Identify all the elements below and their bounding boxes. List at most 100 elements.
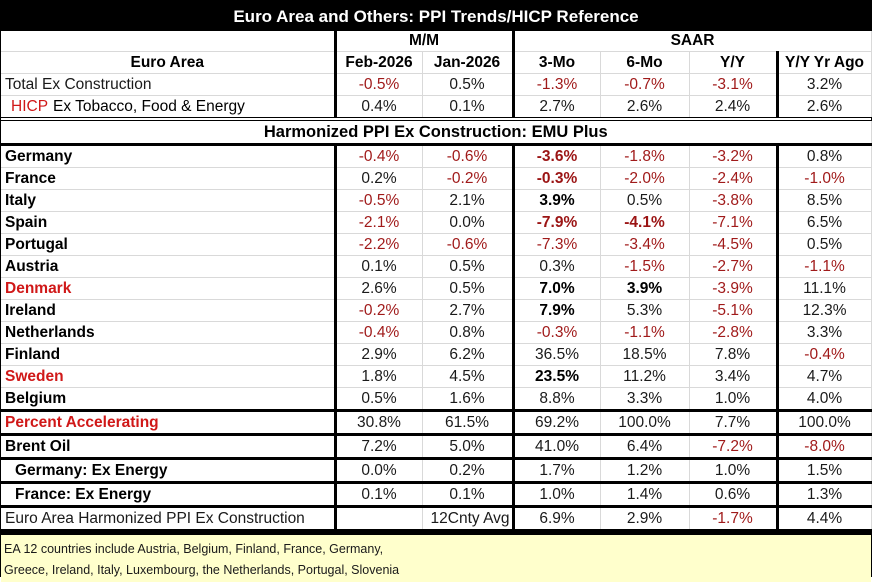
cell-3-mo: 8.8%: [513, 387, 601, 412]
cell-y-y-yr-ago: 4.0%: [777, 387, 872, 412]
cell-y-y-yr-ago: -0.4%: [777, 343, 872, 366]
row-label: Belgium: [1, 387, 337, 412]
cell-jan-2026: 2.7%: [422, 299, 515, 322]
cell-jan-2026: 1.6%: [422, 387, 515, 412]
cell-y-y: 0.6%: [689, 482, 779, 508]
column-header-jan-2026: Jan-2026: [422, 51, 515, 74]
cell-feb-2026: -0.2%: [335, 299, 423, 322]
cell-feb-2026: 0.0%: [335, 458, 423, 484]
cell-feb-2026: 0.4%: [335, 95, 423, 121]
row-label: France: [1, 167, 337, 190]
cell-feb-2026: -0.5%: [335, 73, 423, 96]
cell-y-y-yr-ago: 1.5%: [777, 458, 872, 484]
cell-y-y: -4.5%: [689, 233, 779, 256]
cell-y-y: -1.7%: [689, 506, 779, 532]
row-label: Euro Area Harmonized PPI Ex Construction: [1, 506, 337, 532]
cell-feb-2026: [335, 506, 423, 532]
cell-6-mo: 2.9%: [600, 506, 690, 532]
cell-feb-2026: 0.1%: [335, 255, 423, 278]
cell-y-y-yr-ago: 12.3%: [777, 299, 872, 322]
column-header-6-mo: 6-Mo: [600, 51, 690, 74]
cell-y-y: -2.7%: [689, 255, 779, 278]
cell-3-mo: 0.3%: [513, 255, 601, 278]
row-label-prefix: HICP: [11, 97, 49, 115]
cell-y-y: 7.7%: [689, 410, 779, 436]
table-row-spain: Spain -2.1% 0.0% -7.9% -4.1% -7.1% 6.5%: [1, 211, 872, 234]
table-row-netherlands: Netherlands -0.4% 0.8% -0.3% -1.1% -2.8% 3.3%: [1, 321, 872, 344]
cell-y-y-yr-ago: 0.5%: [777, 233, 872, 256]
column-header-yy: Y/Y: [689, 51, 779, 74]
table-row-belgium: Belgium 0.5% 1.6% 8.8% 3.3% 1.0% 4.0%: [1, 387, 872, 412]
cell-jan-2026: 5.0%: [422, 434, 515, 460]
cell-y-y-yr-ago: 6.5%: [777, 211, 872, 234]
cell-feb-2026: 30.8%: [335, 410, 423, 436]
cell-feb-2026: 2.6%: [335, 277, 423, 300]
footnote-line-2: Greece, Ireland, Italy, Luxembourg, the …: [4, 563, 400, 577]
table-row-portugal: Portugal -2.2% -0.6% -7.3% -3.4% -4.5% 0.5%: [1, 233, 872, 256]
cell-6-mo: -1.5%: [600, 255, 690, 278]
cell-jan-2026: 0.1%: [422, 482, 515, 508]
cell-3-mo: -0.3%: [513, 167, 601, 190]
footnote: EA 12 countries include Austria, Belgium…: [1, 532, 871, 582]
row-label: Germany: Ex Energy: [1, 458, 337, 484]
table-row-france: France 0.2% -0.2% -0.3% -2.0% -2.4% -1.0%: [1, 167, 872, 190]
table-row-hicp: HICP Ex Tobacco, Food & Energy 0.4% 0.1% 2.7…: [1, 95, 872, 121]
cell-jan-2026: 0.5%: [422, 73, 515, 96]
cell-y-y-yr-ago: 11.1%: [777, 277, 872, 300]
table-row-austria: Austria 0.1% 0.5% 0.3% -1.5% -2.7% -1.1%: [1, 255, 872, 278]
cell-jan-2026: 0.5%: [422, 277, 515, 300]
row-label: Percent Accelerating: [1, 410, 337, 436]
cell-jan-2026: 2.1%: [422, 189, 515, 212]
cell-3-mo: 23.5%: [513, 365, 601, 388]
table-title: Euro Area and Others: PPI Trends/HICP Re…: [1, 1, 871, 31]
cell-y-y: -5.1%: [689, 299, 779, 322]
table-row-percent-accelerating: Percent Accelerating 30.8% 61.5% 69.2% 100.0…: [1, 410, 872, 436]
cell-3-mo: -7.9%: [513, 211, 601, 234]
cell-6-mo: 100.0%: [600, 410, 690, 436]
cell-jan-2026: 6.2%: [422, 343, 515, 366]
cell-3-mo: 1.0%: [513, 482, 601, 508]
cell-6-mo: 6.4%: [600, 434, 690, 460]
row-label: Brent Oil: [1, 434, 337, 460]
cell-y-y-yr-ago: 2.6%: [777, 95, 872, 121]
cell-y-y: 7.8%: [689, 343, 779, 366]
row-label: Italy: [1, 189, 337, 212]
cell-3-mo: 41.0%: [513, 434, 601, 460]
table-row-brent-oil: Brent Oil 7.2% 5.0% 41.0% 6.4% -7.2% -8.0%: [1, 434, 872, 460]
row-label: Finland: [1, 343, 337, 366]
cell-6-mo: -0.7%: [600, 73, 690, 96]
cell-y-y-yr-ago: 4.4%: [777, 506, 872, 532]
table-row-italy: Italy -0.5% 2.1% 3.9% 0.5% -3.8% 8.5%: [1, 189, 872, 212]
cell-6-mo: 2.6%: [600, 95, 690, 121]
column-header-euro-area: Euro Area: [1, 51, 337, 74]
column-header-feb-2026: Feb-2026: [335, 51, 423, 74]
cell-y-y: 1.0%: [689, 387, 779, 412]
cell-feb-2026: -2.1%: [335, 211, 423, 234]
ppi-table: M/M SAAR Euro Area Feb-2026 Jan-2026 3-M…: [1, 31, 872, 532]
cell-y-y-yr-ago: 3.2%: [777, 73, 872, 96]
row-label: HICP Ex Tobacco, Food & Energy: [1, 95, 337, 121]
cell-y-y: 3.4%: [689, 365, 779, 388]
cell-feb-2026: -0.4%: [335, 321, 423, 344]
cell-jan-2026: 0.1%: [422, 95, 515, 121]
cell-y-y-yr-ago: -1.0%: [777, 167, 872, 190]
column-header-yy-yr-ago: Y/Y Yr Ago: [777, 51, 872, 74]
cell-jan-2026: -0.2%: [422, 167, 515, 190]
cell-y-y: 1.0%: [689, 458, 779, 484]
table-row-finland: Finland 2.9% 6.2% 36.5% 18.5% 7.8% -0.4%: [1, 343, 872, 366]
cell-feb-2026: -0.4%: [335, 144, 423, 168]
row-label: Spain: [1, 211, 337, 234]
cell-jan-2026: -0.6%: [422, 144, 515, 168]
cell-y-y-yr-ago: 1.3%: [777, 482, 872, 508]
group-header-saar: SAAR: [513, 31, 872, 52]
cell-jan-2026: 0.8%: [422, 321, 515, 344]
row-label: Austria: [1, 255, 337, 278]
row-label: Netherlands: [1, 321, 337, 344]
cell-jan-2026: -0.6%: [422, 233, 515, 256]
cell-y-y-yr-ago: 100.0%: [777, 410, 872, 436]
cell-feb-2026: 0.2%: [335, 167, 423, 190]
cell-y-y: -3.2%: [689, 144, 779, 168]
row-label: France: Ex Energy: [1, 482, 337, 508]
cell-feb-2026: -2.2%: [335, 233, 423, 256]
cell-jan-2026: 0.2%: [422, 458, 515, 484]
